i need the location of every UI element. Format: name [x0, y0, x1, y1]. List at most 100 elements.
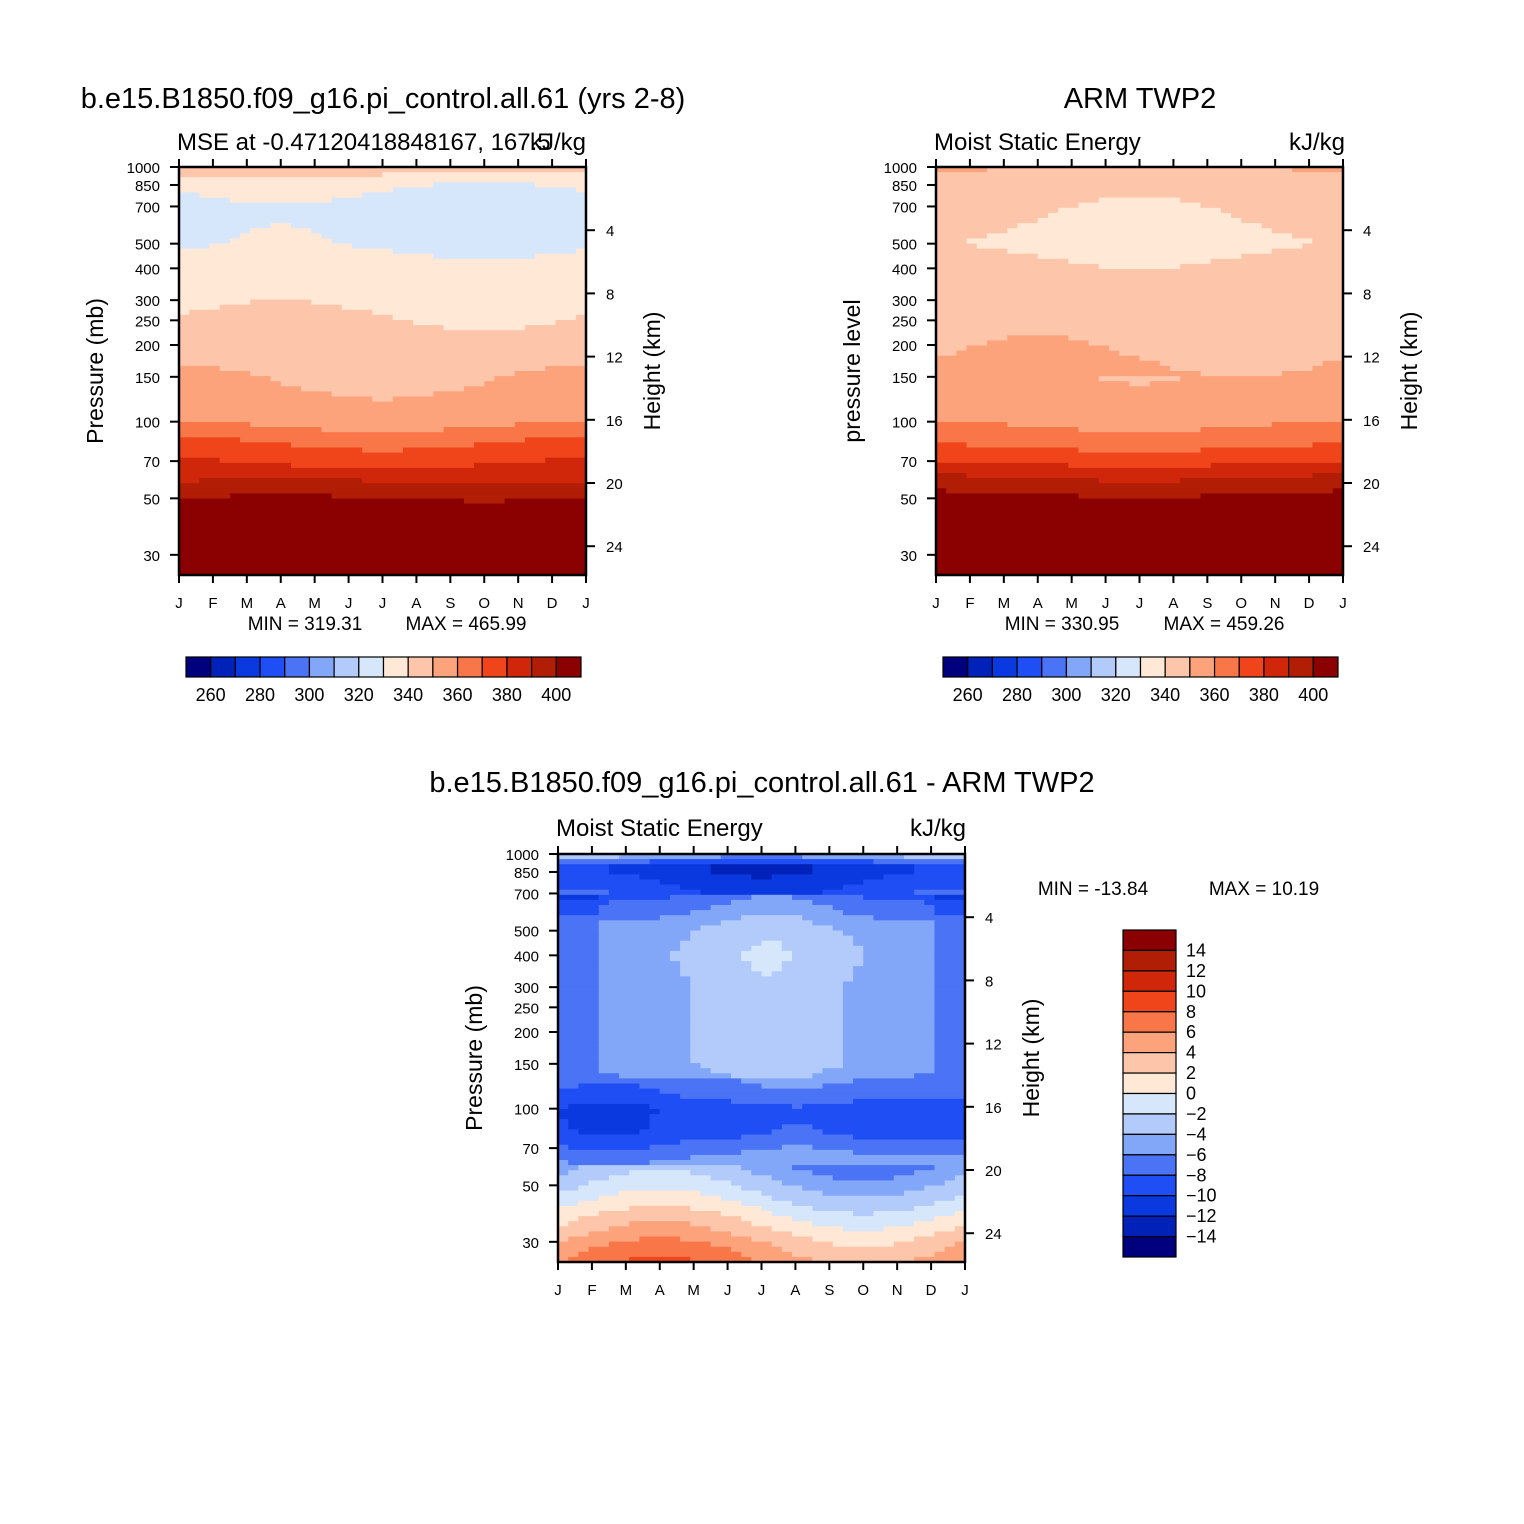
diff-colorbar-box	[1122, 929, 1177, 952]
model-contour-cell	[179, 411, 587, 418]
obs-contour-cell	[1078, 493, 1202, 500]
diff-colorbar-box	[1122, 990, 1177, 1013]
diff-contour-cell	[598, 961, 681, 967]
diff-contour-cell	[720, 854, 803, 860]
model-contour-cell	[413, 320, 557, 326]
diff-contour-cell	[619, 1073, 732, 1079]
obs-colorbar-label: 340	[1150, 685, 1180, 705]
diff-contour-cell	[690, 910, 844, 916]
model-contour-cell	[331, 391, 434, 398]
model-contour-cell	[179, 269, 587, 275]
obs-contour-cell	[936, 529, 1344, 535]
diff-contour-cell	[690, 1012, 844, 1018]
obs-contour-cell	[936, 478, 1100, 484]
diff-contour-cell	[558, 966, 600, 972]
model-contour-cell	[179, 554, 587, 561]
diff-contour-cell	[690, 1042, 844, 1049]
obs-contour-cell	[936, 549, 1344, 556]
diff-y-tick-label: 100	[514, 1102, 539, 1119]
obs-contour-cell	[1180, 376, 1344, 382]
diff-contour-cell	[598, 945, 681, 952]
model-contour-cell	[179, 314, 394, 321]
obs-contour-cell	[936, 269, 1344, 275]
model-contour-cell	[199, 192, 363, 199]
diff-contour-cell	[568, 1170, 630, 1176]
obs-contour-cell	[1312, 238, 1344, 245]
diff-contour-cell	[842, 1022, 936, 1028]
diff-contour-cell	[568, 1256, 630, 1263]
diff-contour-cell	[558, 991, 600, 998]
obs-contour-cell	[986, 340, 1090, 347]
diff-contour-cell	[558, 1083, 579, 1090]
diff-contour-cell	[944, 1246, 966, 1253]
diff-contour-cell	[842, 1226, 885, 1232]
obs-x-tick-label: J	[1102, 595, 1110, 612]
diff-y-tick-label: 850	[514, 865, 539, 882]
model-contour-cell	[250, 299, 312, 306]
diff-contour-cell	[568, 1236, 640, 1243]
model-contour-cell	[179, 218, 587, 224]
diff-contour-cell	[792, 950, 864, 957]
obs-x-tick-label: N	[1270, 595, 1281, 612]
model-contour-cell	[575, 187, 587, 194]
diff-contour-cell	[853, 940, 936, 947]
obs-colorbar-label: 280	[1002, 685, 1032, 705]
obs-contour-cell	[1200, 427, 1344, 433]
diff-x-tick-label: O	[857, 1282, 869, 1299]
model-contour-cell	[179, 177, 587, 183]
diff-contour-cell	[893, 1241, 956, 1248]
obs-contour-cell	[1078, 447, 1202, 454]
model-y-tick-label: 30	[143, 548, 160, 565]
diff-contour-cell	[690, 1058, 844, 1064]
obs-contour-cell	[936, 371, 1202, 377]
diff-y2-tick-label: 12	[985, 1037, 1002, 1054]
diff-contour-cell	[558, 956, 600, 962]
model-contour-cell	[179, 457, 221, 464]
diff-contour-cell	[822, 1190, 905, 1197]
obs-contour-cell	[1159, 360, 1324, 367]
diff-contour-cell	[558, 1256, 569, 1263]
diff-contour-cell	[730, 1246, 783, 1253]
diff-contour-cell	[558, 1180, 590, 1187]
obs-contour-cell	[936, 564, 1344, 571]
obs-colorbar: 260 280 300 320 340 360 380 400	[942, 656, 1339, 705]
obs-contour-cell	[936, 483, 1344, 489]
model-colorbar-box	[333, 656, 360, 678]
diff-contour-cell	[558, 1251, 579, 1258]
obs-contour-cell	[936, 559, 1344, 566]
obs-contour-cell	[1078, 427, 1202, 433]
diff-contour-cell	[934, 981, 966, 988]
diff-contour-cell	[934, 1231, 966, 1238]
obs-contour-cell	[936, 263, 1100, 270]
obs-contour-cell	[1007, 335, 1069, 341]
diff-contour-cell	[598, 940, 681, 947]
diff-contour-cell	[598, 1032, 691, 1039]
diff-colorbar-label: 8	[1186, 1002, 1196, 1022]
diff-colorbar-box	[1122, 1072, 1177, 1095]
diff-contour-cell	[558, 1246, 590, 1253]
obs-contour-cell	[936, 452, 1344, 459]
diff-contour-cell	[700, 1063, 844, 1069]
diff-contour-cell	[934, 1001, 966, 1008]
diff-colorbar-box	[1122, 1011, 1177, 1033]
diff-contour-cell	[914, 1221, 966, 1227]
diff-contour-cell	[558, 1027, 600, 1034]
diff-contour-cell	[558, 1175, 610, 1181]
diff-contour-cell	[771, 1175, 834, 1181]
diff-contour-cell	[598, 1068, 712, 1074]
obs-y2-tick-label: 8	[1363, 286, 1371, 303]
diff-contour-cell	[863, 956, 936, 962]
diff-contour-cell	[598, 1195, 722, 1202]
model-contour-cell	[179, 248, 394, 255]
diff-contour-cell	[598, 1027, 691, 1034]
diff-contour-cell	[690, 986, 844, 993]
model-contour-cell	[179, 253, 434, 260]
model-colorbar-box	[210, 656, 236, 678]
model-contour-cell	[494, 376, 587, 382]
diff-contour-cell	[558, 1195, 600, 1202]
model-contour-cell	[382, 172, 587, 178]
diff-contour-cell	[558, 1078, 742, 1085]
obs-contour-cell	[966, 473, 1314, 479]
model-contour-cell	[514, 422, 587, 428]
